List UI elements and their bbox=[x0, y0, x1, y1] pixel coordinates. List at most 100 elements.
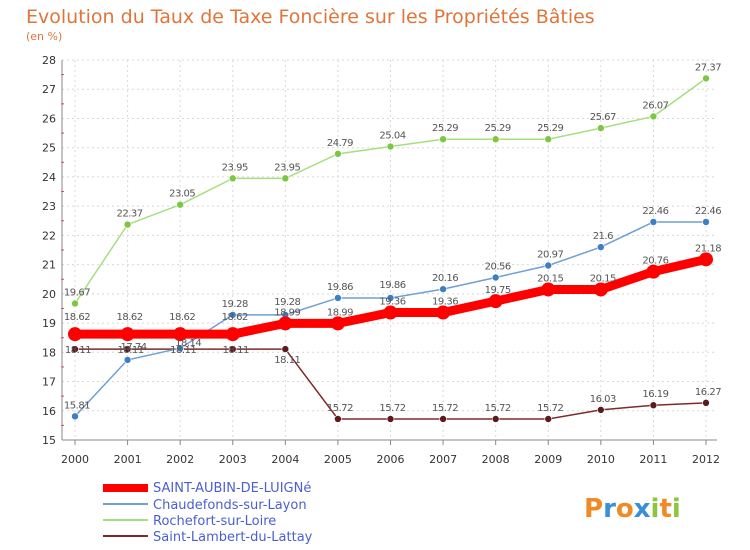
y-tick-label: 21 bbox=[42, 259, 56, 272]
data-point bbox=[281, 174, 290, 183]
data-label: 15.72 bbox=[537, 403, 563, 414]
logo-letter: r bbox=[603, 494, 616, 524]
legend-label: SAINT-AUBIN-DE-LUIGNé bbox=[153, 481, 311, 496]
data-point bbox=[649, 112, 658, 121]
logo-letter: x bbox=[634, 494, 651, 524]
data-label: 20.15 bbox=[590, 273, 616, 284]
data-label: 22.46 bbox=[695, 206, 721, 217]
data-label: 20.56 bbox=[485, 261, 511, 272]
data-label: 20.97 bbox=[537, 249, 563, 260]
x-tick-label: 2012 bbox=[692, 453, 720, 466]
data-label: 20.15 bbox=[537, 273, 563, 284]
y-tick-label: 28 bbox=[42, 54, 56, 67]
data-label: 19.75 bbox=[485, 285, 511, 296]
data-label: 19.28 bbox=[222, 299, 248, 310]
data-label: 18.11 bbox=[274, 355, 300, 366]
data-point bbox=[702, 74, 710, 83]
y-tick-label: 17 bbox=[42, 376, 56, 389]
data-label: 18.62 bbox=[64, 312, 90, 323]
data-point bbox=[702, 218, 710, 226]
data-label: 18.11 bbox=[65, 345, 91, 356]
data-label: 15.72 bbox=[327, 403, 353, 414]
data-label: 25.29 bbox=[485, 123, 511, 134]
y-tick-label: 20 bbox=[42, 288, 56, 301]
data-point bbox=[281, 345, 290, 353]
data-point bbox=[176, 344, 184, 353]
data-point bbox=[544, 415, 553, 423]
data-label: 23.95 bbox=[274, 162, 300, 173]
x-tick-label: 2007 bbox=[429, 453, 457, 466]
data-point bbox=[699, 252, 713, 267]
gridlines bbox=[62, 59, 717, 441]
data-point bbox=[646, 264, 661, 279]
x-tick-label: 2006 bbox=[377, 453, 405, 466]
data-point bbox=[68, 327, 82, 342]
data-point bbox=[649, 401, 658, 410]
x-tick-label: 2001 bbox=[114, 453, 142, 466]
y-tick-label: 25 bbox=[42, 142, 56, 155]
logo-letter: t bbox=[659, 494, 671, 524]
data-point bbox=[334, 415, 342, 423]
x-tick-label: 2009 bbox=[534, 453, 562, 466]
series-0 bbox=[68, 252, 713, 342]
data-point bbox=[123, 220, 132, 229]
data-label: 21.18 bbox=[695, 243, 721, 254]
data-point bbox=[71, 299, 79, 308]
data-label: 18.11 bbox=[170, 345, 196, 356]
data-point bbox=[386, 294, 395, 302]
data-label: 19.36 bbox=[432, 297, 458, 308]
y-tick-label: 16 bbox=[42, 405, 56, 418]
data-point bbox=[439, 135, 447, 144]
logo-letter: i bbox=[672, 494, 681, 524]
data-point bbox=[597, 124, 605, 132]
data-point bbox=[278, 316, 293, 331]
data-point bbox=[383, 305, 398, 320]
x-tick-label: 2010 bbox=[587, 453, 615, 466]
data-point bbox=[649, 218, 658, 226]
x-tick-label: 2008 bbox=[482, 453, 510, 466]
data-label: 16.03 bbox=[590, 394, 616, 405]
x-tick-label: 2004 bbox=[271, 453, 299, 466]
legend: SAINT-AUBIN-DE-LUIGNé Chaudefonds-sur-Lay… bbox=[103, 481, 313, 545]
data-label: 23.95 bbox=[222, 162, 248, 173]
y-tick-label: 26 bbox=[42, 112, 56, 125]
chart-subtitle: (en %) bbox=[26, 30, 62, 43]
data-point bbox=[228, 345, 237, 353]
series-2 bbox=[71, 74, 710, 308]
data-label: 20.16 bbox=[432, 273, 458, 284]
data-label: 22.37 bbox=[117, 209, 143, 220]
data-label: 19.86 bbox=[327, 282, 353, 293]
x-tick-label: 2000 bbox=[61, 453, 89, 466]
data-label: 18.62 bbox=[117, 312, 143, 323]
data-point bbox=[597, 243, 605, 251]
data-point bbox=[228, 174, 237, 183]
data-label: 23.05 bbox=[169, 189, 195, 200]
y-tick-label: 23 bbox=[42, 200, 56, 213]
data-label: 18.11 bbox=[223, 345, 249, 356]
data-point bbox=[491, 135, 500, 144]
y-tick-label: 18 bbox=[42, 346, 56, 359]
data-point bbox=[173, 327, 188, 342]
data-label: 18.14 bbox=[175, 338, 201, 349]
data-label: 15.81 bbox=[64, 400, 90, 411]
data-point bbox=[544, 135, 553, 144]
data-label: 22.46 bbox=[642, 206, 668, 217]
axes: 15 16 17 18 19 20 21 22 23 24 25 26 27 28 2000 2001 2002… bbox=[42, 54, 720, 466]
data-point bbox=[439, 415, 447, 423]
y-tick-label: 24 bbox=[42, 171, 56, 184]
data-point bbox=[120, 327, 135, 342]
x-tick-label: 2005 bbox=[324, 453, 352, 466]
data-label: 19.67 bbox=[64, 287, 90, 298]
y-tick-label: 27 bbox=[42, 83, 56, 96]
data-point bbox=[176, 200, 184, 209]
data-point bbox=[228, 311, 237, 319]
data-point bbox=[439, 285, 447, 293]
data-label: 21.6 bbox=[593, 231, 613, 242]
y-tick-label: 19 bbox=[42, 317, 56, 330]
data-label: 16.27 bbox=[695, 387, 721, 398]
data-label: 19.28 bbox=[274, 297, 300, 308]
data-point bbox=[386, 415, 395, 423]
data-label: 19.36 bbox=[379, 297, 405, 308]
data-label: 18.11 bbox=[118, 345, 144, 356]
